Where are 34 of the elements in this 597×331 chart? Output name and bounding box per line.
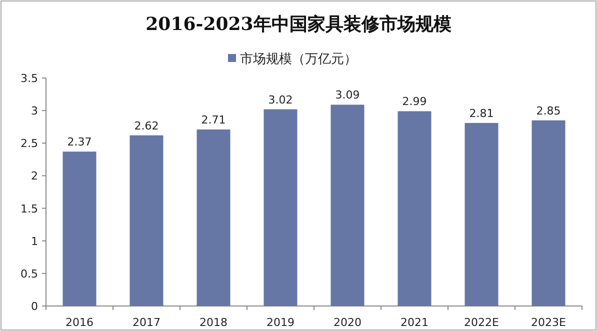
y-tick-label: 3.5 — [20, 72, 38, 85]
x-tick-label: 2016 — [66, 316, 94, 329]
bar — [130, 135, 164, 306]
bar — [532, 120, 566, 306]
data-label: 2.37 — [67, 136, 92, 149]
y-tick-label: 1 — [31, 234, 38, 248]
bar — [264, 109, 298, 306]
bar — [196, 129, 230, 306]
data-label: 2.62 — [134, 119, 159, 132]
data-label: 3.09 — [335, 88, 360, 102]
x-tick-label: 2020 — [334, 316, 362, 329]
bar — [398, 111, 432, 306]
x-tick-label: 2018 — [200, 316, 228, 329]
legend-label: 市场规模（万亿元） — [240, 52, 357, 67]
data-label: 3.02 — [268, 93, 293, 106]
x-tick-label: 2019 — [266, 316, 294, 329]
data-label: 2.81 — [469, 106, 494, 120]
y-tick-label: 1.5 — [20, 202, 38, 216]
y-tick-label: 2.5 — [20, 137, 38, 150]
data-label: 2.99 — [402, 95, 427, 108]
y-tick-label: 3 — [31, 104, 38, 118]
chart-title: 2016-2023年中国家具装修市场规模 — [146, 14, 452, 35]
x-tick-label: 2022E — [464, 316, 500, 329]
data-label: 2.85 — [536, 104, 561, 118]
bar — [62, 152, 96, 306]
x-tick-label: 2021 — [400, 316, 428, 329]
x-tick-label: 2017 — [132, 316, 160, 329]
y-tick-label: 0 — [31, 300, 38, 313]
bar — [330, 104, 364, 306]
x-tick-label: 2023E — [531, 316, 566, 329]
data-label: 2.71 — [201, 113, 226, 126]
y-tick-label: 2 — [31, 170, 38, 183]
y-tick-label: 0.5 — [20, 267, 38, 280]
bar — [464, 122, 498, 306]
